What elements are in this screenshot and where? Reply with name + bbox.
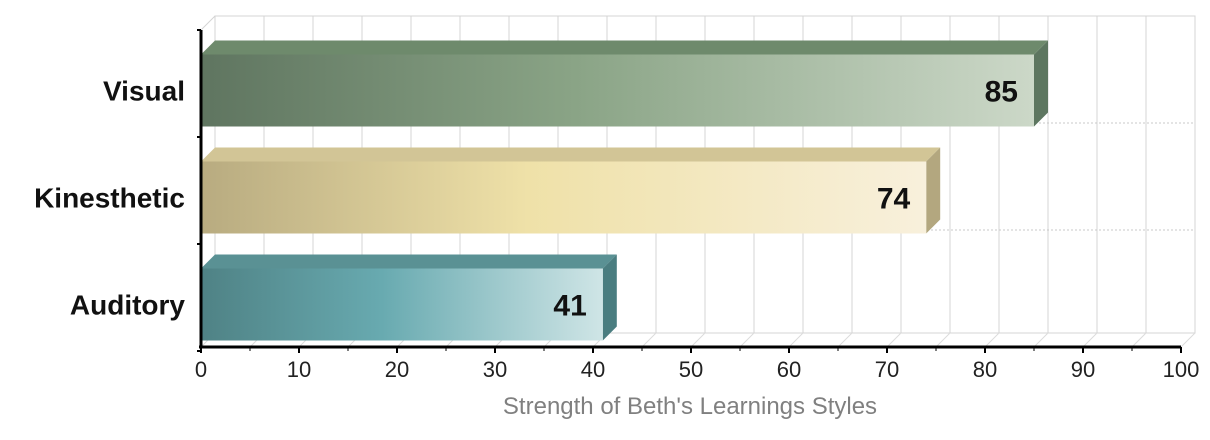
grid-line-floor: [837, 332, 853, 348]
x-tick-label: 0: [195, 357, 207, 382]
data-label-auditory: 41: [553, 290, 586, 323]
category-label-kinesthetic: Kinesthetic: [34, 183, 185, 214]
grid-line-floor: [641, 332, 657, 348]
x-tick-label: 70: [875, 357, 899, 382]
left-wall-edge: [200, 15, 216, 31]
x-tick-label: 100: [1163, 357, 1200, 382]
bar-auditory: [201, 268, 603, 341]
grid-line-floor: [1180, 332, 1196, 348]
grid-line-floor: [984, 332, 1000, 348]
x-tick-label: 90: [1071, 357, 1095, 382]
grid-line-floor: [739, 332, 755, 348]
x-tick-label: 60: [777, 357, 801, 382]
bar-visual: [201, 54, 1034, 127]
x-axis-title: Strength of Beth's Learnings Styles: [503, 393, 877, 420]
x-tick-label: 50: [679, 357, 703, 382]
grid-line-floor: [1082, 332, 1098, 348]
x-tick-label: 40: [581, 357, 605, 382]
bars: [201, 40, 1048, 341]
grid-line-floor: [1131, 332, 1147, 348]
bar-top-face: [201, 40, 1048, 55]
x-tick-label: 10: [287, 357, 311, 382]
category-label-visual: Visual: [103, 76, 185, 107]
data-label-visual: 85: [985, 76, 1018, 109]
grid-line-floor: [1033, 332, 1049, 348]
x-tick-label: 80: [973, 357, 997, 382]
bar-side-face: [1034, 40, 1048, 127]
category-label-auditory: Auditory: [70, 290, 186, 321]
x-tick-label: 20: [385, 357, 409, 382]
bar-side-face: [602, 254, 617, 341]
grid-line-floor: [788, 332, 804, 348]
bar-side-face: [926, 147, 941, 234]
grid-line-floor: [886, 332, 902, 348]
labels: 85 Visual 74 Kinesthetic 41 Auditory 0 10 20 30 40…: [34, 76, 1199, 383]
data-label-kinesthetic: 74: [877, 183, 911, 216]
bar-kinesthetic: [201, 161, 927, 234]
bar-top-face: [201, 254, 617, 269]
axes: [197, 29, 1182, 353]
x-tick-label: 30: [483, 357, 507, 382]
bar-top-face: [201, 147, 941, 162]
grid-line-floor: [935, 332, 951, 348]
grid-line-floor: [690, 332, 706, 348]
